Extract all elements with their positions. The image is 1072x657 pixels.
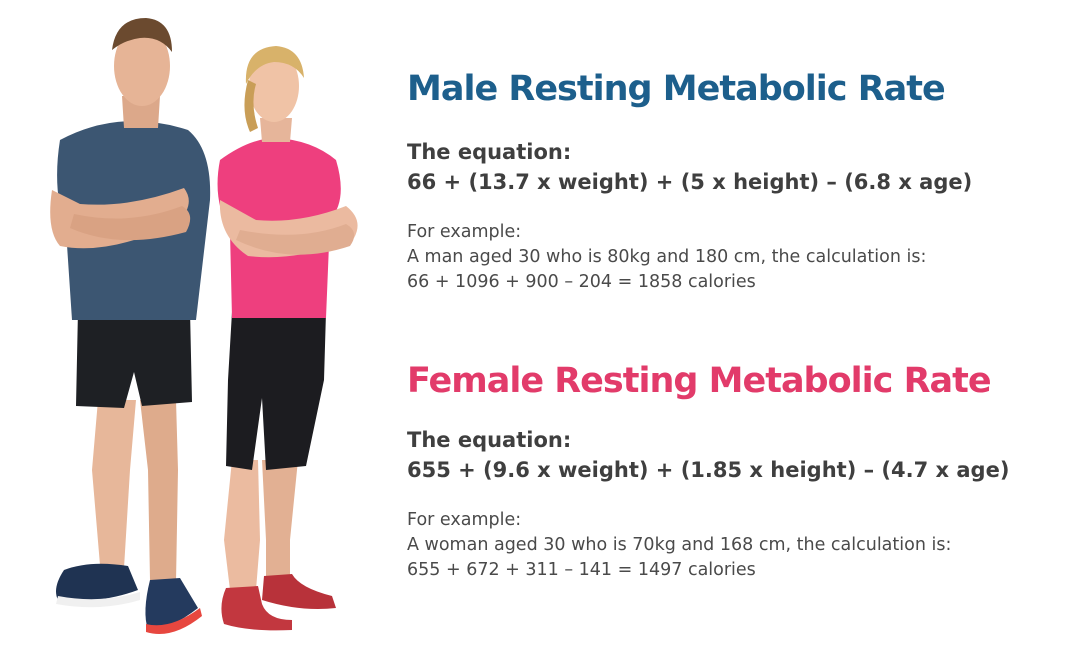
male-example-line: A man aged 30 who is 80kg and 180 cm, th… bbox=[407, 247, 927, 267]
female-equation-label: The equation: bbox=[407, 428, 572, 452]
male-example-intro: For example: bbox=[407, 222, 522, 242]
female-section: Female Resting Metabolic Rate The equati… bbox=[407, 0, 1067, 620]
female-example-line: A woman aged 30 who is 70kg and 168 cm, … bbox=[407, 535, 952, 555]
female-heading: Female Resting Metabolic Rate bbox=[407, 361, 992, 401]
woman-figure bbox=[217, 46, 358, 631]
male-example-calc: 66 + 1096 + 900 – 204 = 1858 calories bbox=[407, 272, 756, 292]
male-section: Male Resting Metabolic Rate The equation… bbox=[407, 0, 1067, 320]
female-example-calc: 655 + 672 + 311 – 141 = 1497 calories bbox=[407, 560, 756, 580]
male-equation-label: The equation: bbox=[407, 140, 572, 164]
man-figure bbox=[50, 18, 211, 634]
male-equation: 66 + (13.7 x weight) + (5 x height) – (6… bbox=[407, 170, 973, 194]
female-equation: 655 + (9.6 x weight) + (1.85 x height) –… bbox=[407, 458, 1010, 482]
female-example-intro: For example: bbox=[407, 510, 522, 530]
fitness-couple-photo bbox=[50, 18, 358, 634]
male-heading: Male Resting Metabolic Rate bbox=[407, 69, 946, 109]
